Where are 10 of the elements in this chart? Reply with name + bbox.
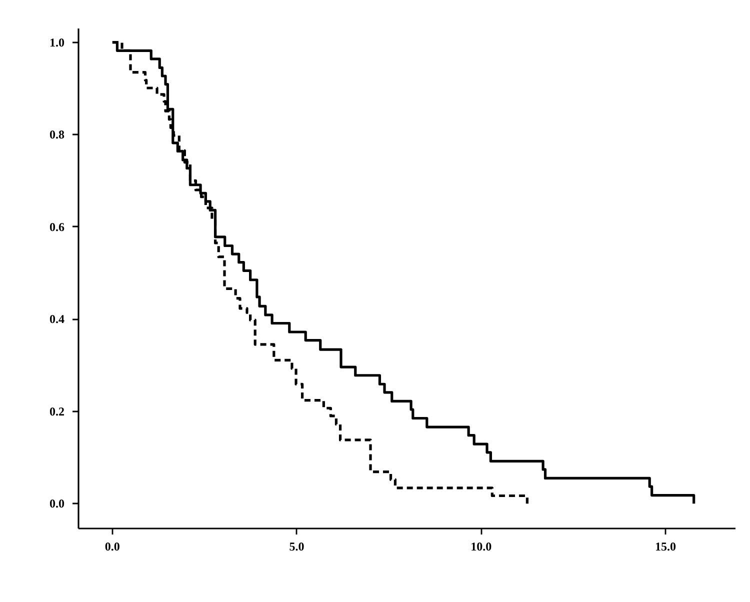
x-tick-label: 10.0 — [470, 540, 492, 554]
y-tick-label: 0.2 — [50, 404, 64, 418]
y-tick-label: 0.4 — [50, 312, 64, 326]
x-tick-label: 15.0 — [654, 540, 676, 554]
x-tick-label: 5.0 — [289, 540, 304, 554]
y-tick-label: 1.0 — [50, 35, 64, 50]
y-tick-label: 0.6 — [50, 220, 64, 234]
x-tick-label: 0.0 — [104, 540, 120, 554]
y-tick-label: 0.0 — [50, 496, 64, 511]
y-tick-label: 0.8 — [50, 128, 64, 142]
